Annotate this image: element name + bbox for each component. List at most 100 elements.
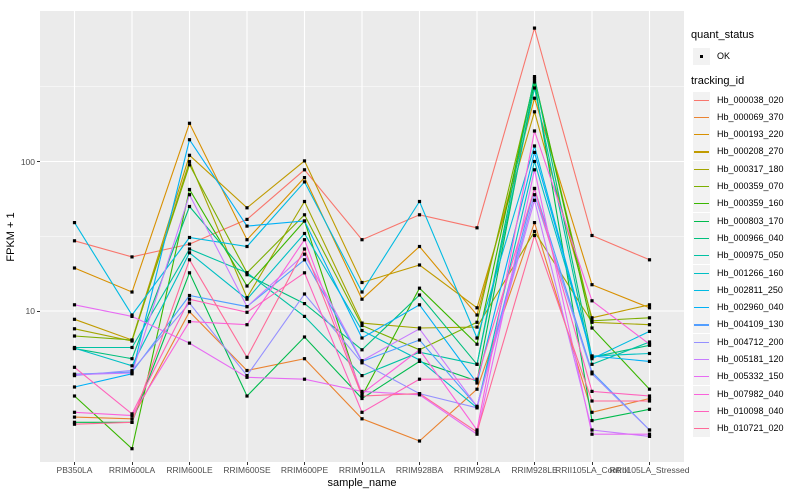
data-point — [360, 290, 364, 294]
legend-item-label: Hb_000359_070 — [717, 181, 784, 191]
data-point — [647, 323, 652, 327]
legend-item-label: Hb_010721_020 — [717, 423, 784, 434]
data-point — [187, 251, 192, 255]
data-point — [130, 357, 134, 361]
data-point — [417, 338, 422, 342]
data-point — [130, 255, 134, 259]
x-tick-mark — [246, 461, 248, 465]
legend-key — [693, 108, 710, 126]
legend-key — [693, 143, 710, 161]
data-point — [72, 266, 77, 270]
data-point — [647, 432, 652, 436]
data-point — [532, 233, 537, 238]
data-point — [590, 370, 594, 374]
data-point — [360, 394, 364, 398]
data-point — [647, 329, 652, 333]
data-point — [360, 336, 364, 340]
legend-key — [693, 420, 710, 438]
data-point — [302, 335, 307, 339]
x-tick-mark — [534, 461, 535, 465]
data-point — [130, 420, 134, 424]
legend-item-label: Hb_004109_130 — [717, 319, 784, 330]
data-point — [360, 348, 364, 352]
data-point — [532, 129, 537, 133]
data-point — [302, 271, 307, 275]
data-point — [532, 150, 537, 154]
data-point — [360, 328, 364, 333]
data-point — [130, 345, 134, 350]
x-tick-label: RRIM928LE — [511, 465, 558, 475]
data-point — [360, 321, 364, 325]
legend-item-label: Hb_000317_180 — [717, 163, 784, 174]
legend-key — [693, 316, 710, 334]
data-point — [647, 340, 652, 344]
legend-item-label: Hb_000359_160 — [717, 198, 784, 209]
data-point — [417, 303, 422, 307]
data-point — [360, 374, 364, 378]
data-point — [647, 359, 652, 363]
legend-item-label: Hb_007982_040 — [717, 388, 784, 399]
data-point — [72, 373, 77, 377]
y-tick-label: 10 — [25, 306, 35, 316]
data-point — [532, 75, 537, 79]
legend-item-label: Hb_000966_040 — [717, 232, 784, 243]
data-point — [245, 238, 249, 242]
legend-key — [693, 178, 710, 195]
data-point — [647, 399, 652, 403]
data-point — [245, 355, 249, 359]
data-point — [187, 301, 192, 305]
legend-key — [693, 402, 710, 420]
data-point — [187, 138, 192, 142]
data-point — [475, 381, 479, 385]
data-point — [360, 361, 364, 365]
x-axis-title: sample_name — [327, 477, 397, 489]
legend-key — [693, 212, 710, 230]
data-point — [532, 96, 537, 100]
legend-title-quant-status: quant_status — [691, 29, 754, 41]
data-point — [302, 377, 307, 381]
data-point — [417, 213, 422, 217]
legend-item-label: Hb_000975_050 — [717, 250, 784, 261]
data-point — [590, 357, 594, 361]
x-tick-mark — [649, 461, 650, 465]
data-point — [590, 432, 594, 436]
legend-key-line — [694, 151, 709, 153]
data-point — [245, 244, 249, 249]
data-point — [187, 297, 192, 301]
data-point — [647, 396, 652, 401]
legend-key — [693, 299, 710, 317]
data-point — [590, 362, 594, 366]
data-point — [532, 110, 537, 114]
x-tick-label: RRIM600PE — [280, 465, 329, 475]
data-point — [417, 392, 422, 396]
data-point — [475, 430, 479, 434]
legend-item-label: Hb_002811_250 — [717, 284, 783, 295]
data-point — [475, 377, 479, 381]
x-tick-label: RRIM928LA — [453, 465, 501, 475]
legend-item-label: Hb_000803_170 — [717, 215, 784, 226]
y-tick-mark — [36, 161, 40, 162]
data-point — [532, 26, 537, 30]
data-point — [302, 213, 307, 217]
x-tick-mark — [476, 461, 478, 465]
data-point — [72, 365, 77, 369]
data-point — [590, 399, 594, 403]
data-point — [532, 86, 537, 90]
legend-key — [693, 281, 710, 299]
data-point — [475, 432, 479, 436]
data-point — [302, 258, 307, 262]
data-point — [417, 263, 422, 267]
legend-label-ok: OK — [717, 51, 731, 61]
x-tick-mark — [419, 461, 420, 465]
data-point — [187, 320, 192, 324]
data-point — [417, 327, 422, 331]
x-tick-label: RRIM600SE — [223, 465, 271, 475]
data-point — [417, 377, 422, 381]
data-point — [647, 428, 652, 432]
data-point — [187, 204, 192, 209]
data-point — [72, 420, 77, 424]
data-point — [590, 316, 594, 320]
data-point — [130, 447, 134, 451]
legend-key — [693, 126, 710, 144]
